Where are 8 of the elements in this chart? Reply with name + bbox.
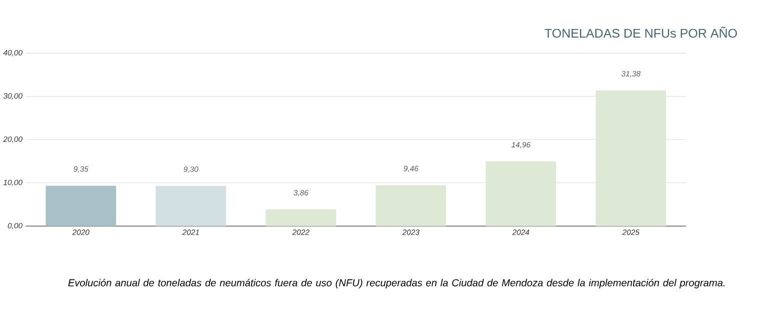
- bar: [376, 185, 446, 226]
- bar: [596, 90, 666, 226]
- text: Evolución anual de toneladas de neumáticos fuera de uso (NFU) recuperadas en la Ciudad de Mendoza desde la implementación del programa.: [68, 278, 725, 288]
- bar: [46, 186, 116, 226]
- bar: [486, 161, 556, 226]
- bar: [156, 186, 226, 226]
- chart-title: TONELADAS DE NFUs POR AÑO: [544, 26, 737, 38]
- bar: [266, 209, 336, 226]
